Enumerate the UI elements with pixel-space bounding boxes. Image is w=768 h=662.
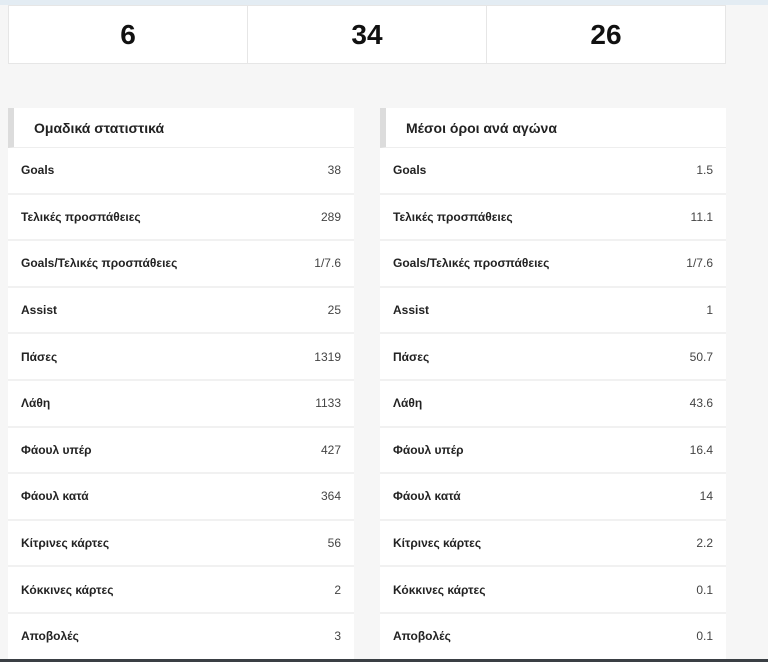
stat-label: Assist xyxy=(393,303,430,318)
stat-value: 2 xyxy=(334,582,341,597)
summary-box: 34 xyxy=(248,6,487,63)
stat-row: Φάουλ κατά 14 xyxy=(380,474,726,521)
per-game-panel: Μέσοι όροι ανά αγώνα Goals 1.5 Τελικές προ… xyxy=(380,108,726,661)
stat-row: Κίτρινες κάρτες 2.2 xyxy=(380,521,726,568)
panel-title: Μέσοι όροι ανά αγώνα xyxy=(380,108,726,148)
stat-label: Φάουλ κατά xyxy=(21,489,89,504)
stat-value: 16.4 xyxy=(689,442,713,457)
summary-box: 26 xyxy=(590,18,622,50)
stat-value: 25 xyxy=(327,303,341,318)
stat-value: 3 xyxy=(334,629,341,644)
stat-value: 364 xyxy=(320,489,341,504)
stat-value: 1 xyxy=(706,303,713,318)
stat-value: 1/7.6 xyxy=(314,256,341,271)
stat-row: Τελικές προσπάθειες 289 xyxy=(8,195,354,242)
stat-label: Αποβολές xyxy=(393,629,451,644)
stat-row: Τελικές προσπάθειες 11.1 xyxy=(380,195,726,242)
stat-label: Κόκκινες κάρτες xyxy=(21,582,114,597)
stat-value: 2.2 xyxy=(696,536,713,551)
stat-label: Φάουλ υπέρ xyxy=(21,442,92,457)
summary-box: 6 xyxy=(9,6,248,63)
stat-value: 43.6 xyxy=(689,396,713,411)
stat-label: Πάσες xyxy=(21,349,58,364)
stat-row: Κίτρινες κάρτες 56 xyxy=(8,521,354,568)
stat-row: Φάουλ κατά 364 xyxy=(8,474,354,521)
stat-row: Λάθη 43.6 xyxy=(380,381,726,428)
stat-value: 56 xyxy=(327,536,341,551)
stat-label: Κίτρινες κάρτες xyxy=(21,536,110,551)
stat-value: 289 xyxy=(320,209,341,224)
stat-value: 1.5 xyxy=(696,163,713,178)
panel-title: Ομαδικά στατιστικά xyxy=(8,108,354,148)
stat-label: Κίτρινες κάρτες xyxy=(393,536,482,551)
stat-row: Πάσες 50.7 xyxy=(380,334,726,381)
stat-row: Πάσες 1319 xyxy=(8,334,354,381)
stat-label: Τελικές προσπάθειες xyxy=(21,209,141,224)
stat-value: 14 xyxy=(699,489,713,504)
stat-row: Φάουλ υπέρ 427 xyxy=(8,428,354,475)
stat-value: 1133 xyxy=(315,396,341,411)
stat-label: Assist xyxy=(21,303,58,318)
stat-value: 11.1 xyxy=(690,209,713,224)
stat-label: Κόκκινες κάρτες xyxy=(393,582,486,597)
stat-label: Φάουλ κατά xyxy=(393,489,461,504)
stat-value: 38 xyxy=(327,163,341,178)
stat-row: Goals 1.5 xyxy=(380,148,726,195)
top-strip xyxy=(0,0,768,5)
stat-row: Goals/Τελικές προσπάθειες 1/7.6 xyxy=(380,241,726,288)
stat-row: Κόκκινες κάρτες 2 xyxy=(8,567,354,614)
stat-row: Assist 25 xyxy=(8,288,354,335)
stat-value: 0.1 xyxy=(696,629,713,644)
stat-label: Λάθη xyxy=(21,396,51,411)
stat-value: 1319 xyxy=(314,349,341,364)
stat-label: Goals xyxy=(21,163,55,178)
stat-value: 50.7 xyxy=(689,349,713,364)
team-stats-panel: Ομαδικά στατιστικά Goals 38 Τελικές προσπά… xyxy=(8,108,354,661)
stat-value: 427 xyxy=(320,442,341,457)
stat-value: 1/7.6 xyxy=(686,256,713,271)
stat-row: Φάουλ υπέρ 16.4 xyxy=(380,428,726,475)
stat-row: Αποβολές 3 xyxy=(8,614,354,661)
stat-value: 0.1 xyxy=(696,582,713,597)
stat-label: Φάουλ υπέρ xyxy=(393,442,464,457)
stat-label: Τελικές προσπάθειες xyxy=(393,209,513,224)
stat-row: Αποβολές 0.1 xyxy=(380,614,726,661)
stat-row: Κόκκινες κάρτες 0.1 xyxy=(380,567,726,614)
stat-label: Αποβολές xyxy=(21,629,79,644)
taskbar-edge xyxy=(0,659,768,662)
stat-row: Λάθη 1133 xyxy=(8,381,354,428)
stat-label: Goals/Τελικές προσπάθειες xyxy=(393,256,550,271)
stat-label: Goals/Τελικές προσπάθειες xyxy=(21,256,178,271)
stat-label: Λάθη xyxy=(393,396,423,411)
stat-row: Goals 38 xyxy=(8,148,354,195)
stat-label: Goals xyxy=(393,163,427,178)
stat-label: Πάσες xyxy=(393,349,430,364)
stat-row: Assist 1 xyxy=(380,288,726,335)
summary-boxes: 6 34 26 xyxy=(8,5,726,64)
stat-row: Goals/Τελικές προσπάθειες 1/7.6 xyxy=(8,241,354,288)
